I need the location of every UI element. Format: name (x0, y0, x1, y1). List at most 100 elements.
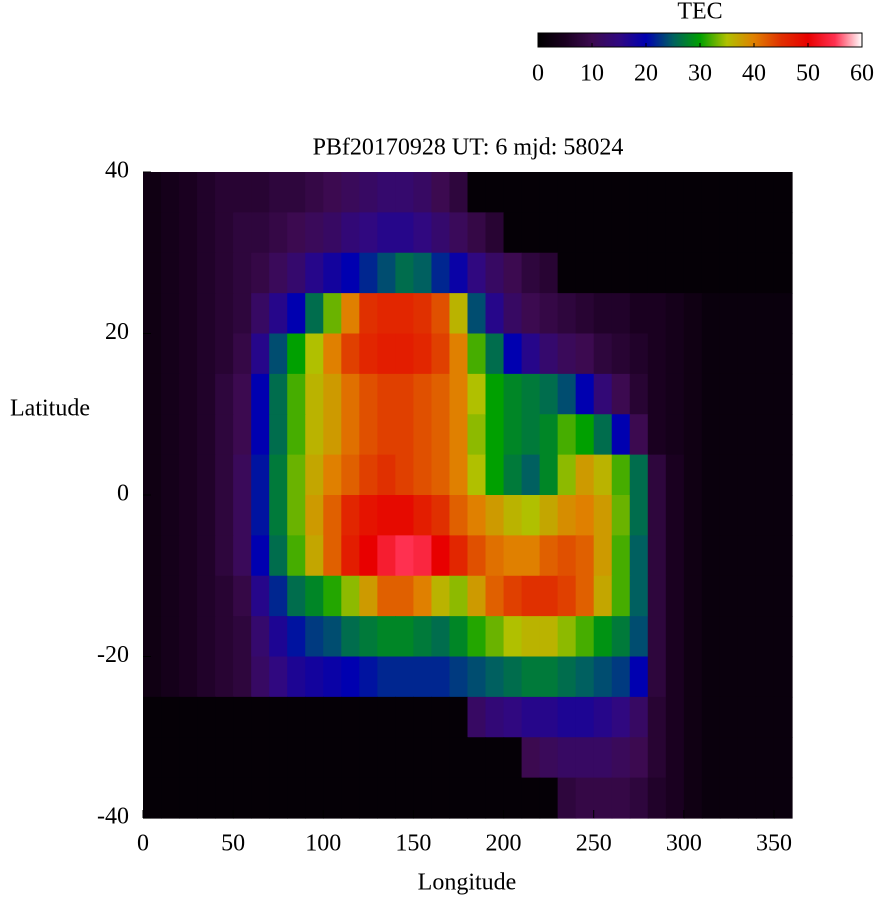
heatmap-cell (575, 535, 595, 577)
heatmap-cell (773, 454, 793, 496)
heatmap-cell (395, 535, 415, 577)
heatmap-cell (629, 172, 649, 213)
heatmap-cell (557, 414, 577, 456)
heatmap-cell (251, 535, 270, 577)
heatmap-cell (269, 333, 288, 375)
heatmap-cell (773, 656, 793, 698)
heatmap-cell (593, 777, 613, 819)
heatmap-cell (233, 252, 252, 294)
heatmap-cell (629, 212, 649, 254)
heatmap-cell (449, 373, 469, 415)
heatmap-cell (593, 454, 613, 496)
heatmap-cell (215, 293, 234, 335)
heatmap-cell (395, 575, 415, 617)
heatmap-cell (287, 575, 306, 617)
heatmap-cell (395, 777, 415, 819)
heatmap-cell (305, 737, 324, 779)
heatmap-cell (395, 696, 415, 738)
heatmap-cell (539, 495, 559, 536)
heatmap-cell (629, 575, 649, 617)
heatmap-cell (179, 696, 198, 738)
heatmap-cell (485, 696, 505, 738)
heatmap-cell (737, 737, 757, 779)
heatmap-cell (719, 495, 739, 536)
heatmap-cell (251, 373, 270, 415)
heatmap-cell (701, 333, 721, 375)
heatmap-cell (629, 252, 649, 294)
heatmap-cell (557, 535, 577, 577)
heatmap-cell (143, 495, 162, 536)
heatmap-cell (647, 333, 667, 375)
heatmap-cell (557, 616, 577, 658)
x-axis-label: Longitude (418, 870, 517, 896)
heatmap-cell (557, 293, 577, 335)
heatmap-cell (485, 616, 505, 658)
heatmap-cell (647, 172, 667, 213)
heatmap-cell (431, 293, 451, 335)
heatmap-cell (449, 737, 469, 779)
x-tick-label: 150 (395, 831, 431, 857)
heatmap-cell (521, 454, 541, 496)
heatmap-cell (701, 656, 721, 698)
heatmap-cell (359, 454, 378, 496)
heatmap-cell (683, 696, 703, 738)
heatmap-cell (557, 696, 577, 738)
heatmap-cell (305, 495, 324, 536)
heatmap-cell (269, 414, 288, 456)
heatmap-cell (269, 172, 288, 213)
heatmap-cell (413, 414, 433, 456)
heatmap-cell (719, 212, 739, 254)
heatmap-cell (395, 737, 415, 779)
heatmap-cell (467, 333, 487, 375)
heatmap-cell (431, 172, 451, 213)
heatmap-cell (179, 616, 198, 658)
heatmap-cell (737, 495, 757, 536)
heatmap-cell (575, 172, 595, 213)
heatmap-cell (629, 656, 649, 698)
heatmap-cell (341, 373, 360, 415)
heatmap-cell (197, 535, 216, 577)
heatmap-cell (719, 616, 739, 658)
heatmap-cell (629, 373, 649, 415)
heatmap-cell (665, 495, 685, 536)
heatmap-cell (503, 616, 523, 658)
heatmap-cell (287, 777, 306, 819)
heatmap-cell (557, 495, 577, 536)
heatmap-cell (503, 656, 523, 698)
heatmap-cell (701, 293, 721, 335)
heatmap-cell (611, 373, 631, 415)
heatmap-cell (161, 575, 180, 617)
heatmap-cell (485, 737, 505, 779)
heatmap-cell (233, 656, 252, 698)
heatmap-cell (701, 212, 721, 254)
heatmap-cell (197, 575, 216, 617)
heatmap-cell (323, 535, 342, 577)
y-axis-label: Latitude (10, 396, 90, 422)
heatmap-cell (665, 172, 685, 213)
heatmap-cell (665, 293, 685, 335)
heatmap-cell (233, 696, 252, 738)
heatmap-cell (521, 535, 541, 577)
heatmap-cell (521, 616, 541, 658)
heatmap-cell (773, 212, 793, 254)
heatmap-cell (143, 293, 162, 335)
heatmap-cell (683, 535, 703, 577)
heatmap-cell (251, 616, 270, 658)
heatmap-cell (467, 172, 487, 213)
heatmap-cell (431, 575, 451, 617)
heatmap-cell (593, 616, 613, 658)
heatmap-cell (467, 656, 487, 698)
heatmap-cell (305, 535, 324, 577)
heatmap-cell (233, 172, 252, 213)
heatmap-cell (341, 616, 360, 658)
heatmap-cell (647, 454, 667, 496)
colorbar-tick-label: 10 (580, 61, 604, 87)
heatmap-cell (359, 333, 378, 375)
heatmap-cell (773, 575, 793, 617)
heatmap-cell (305, 172, 324, 213)
heatmap-cell (161, 454, 180, 496)
heatmap-cell (647, 252, 667, 294)
heatmap-cell (323, 333, 342, 375)
heatmap-cell (611, 535, 631, 577)
heatmap-cell (449, 656, 469, 698)
